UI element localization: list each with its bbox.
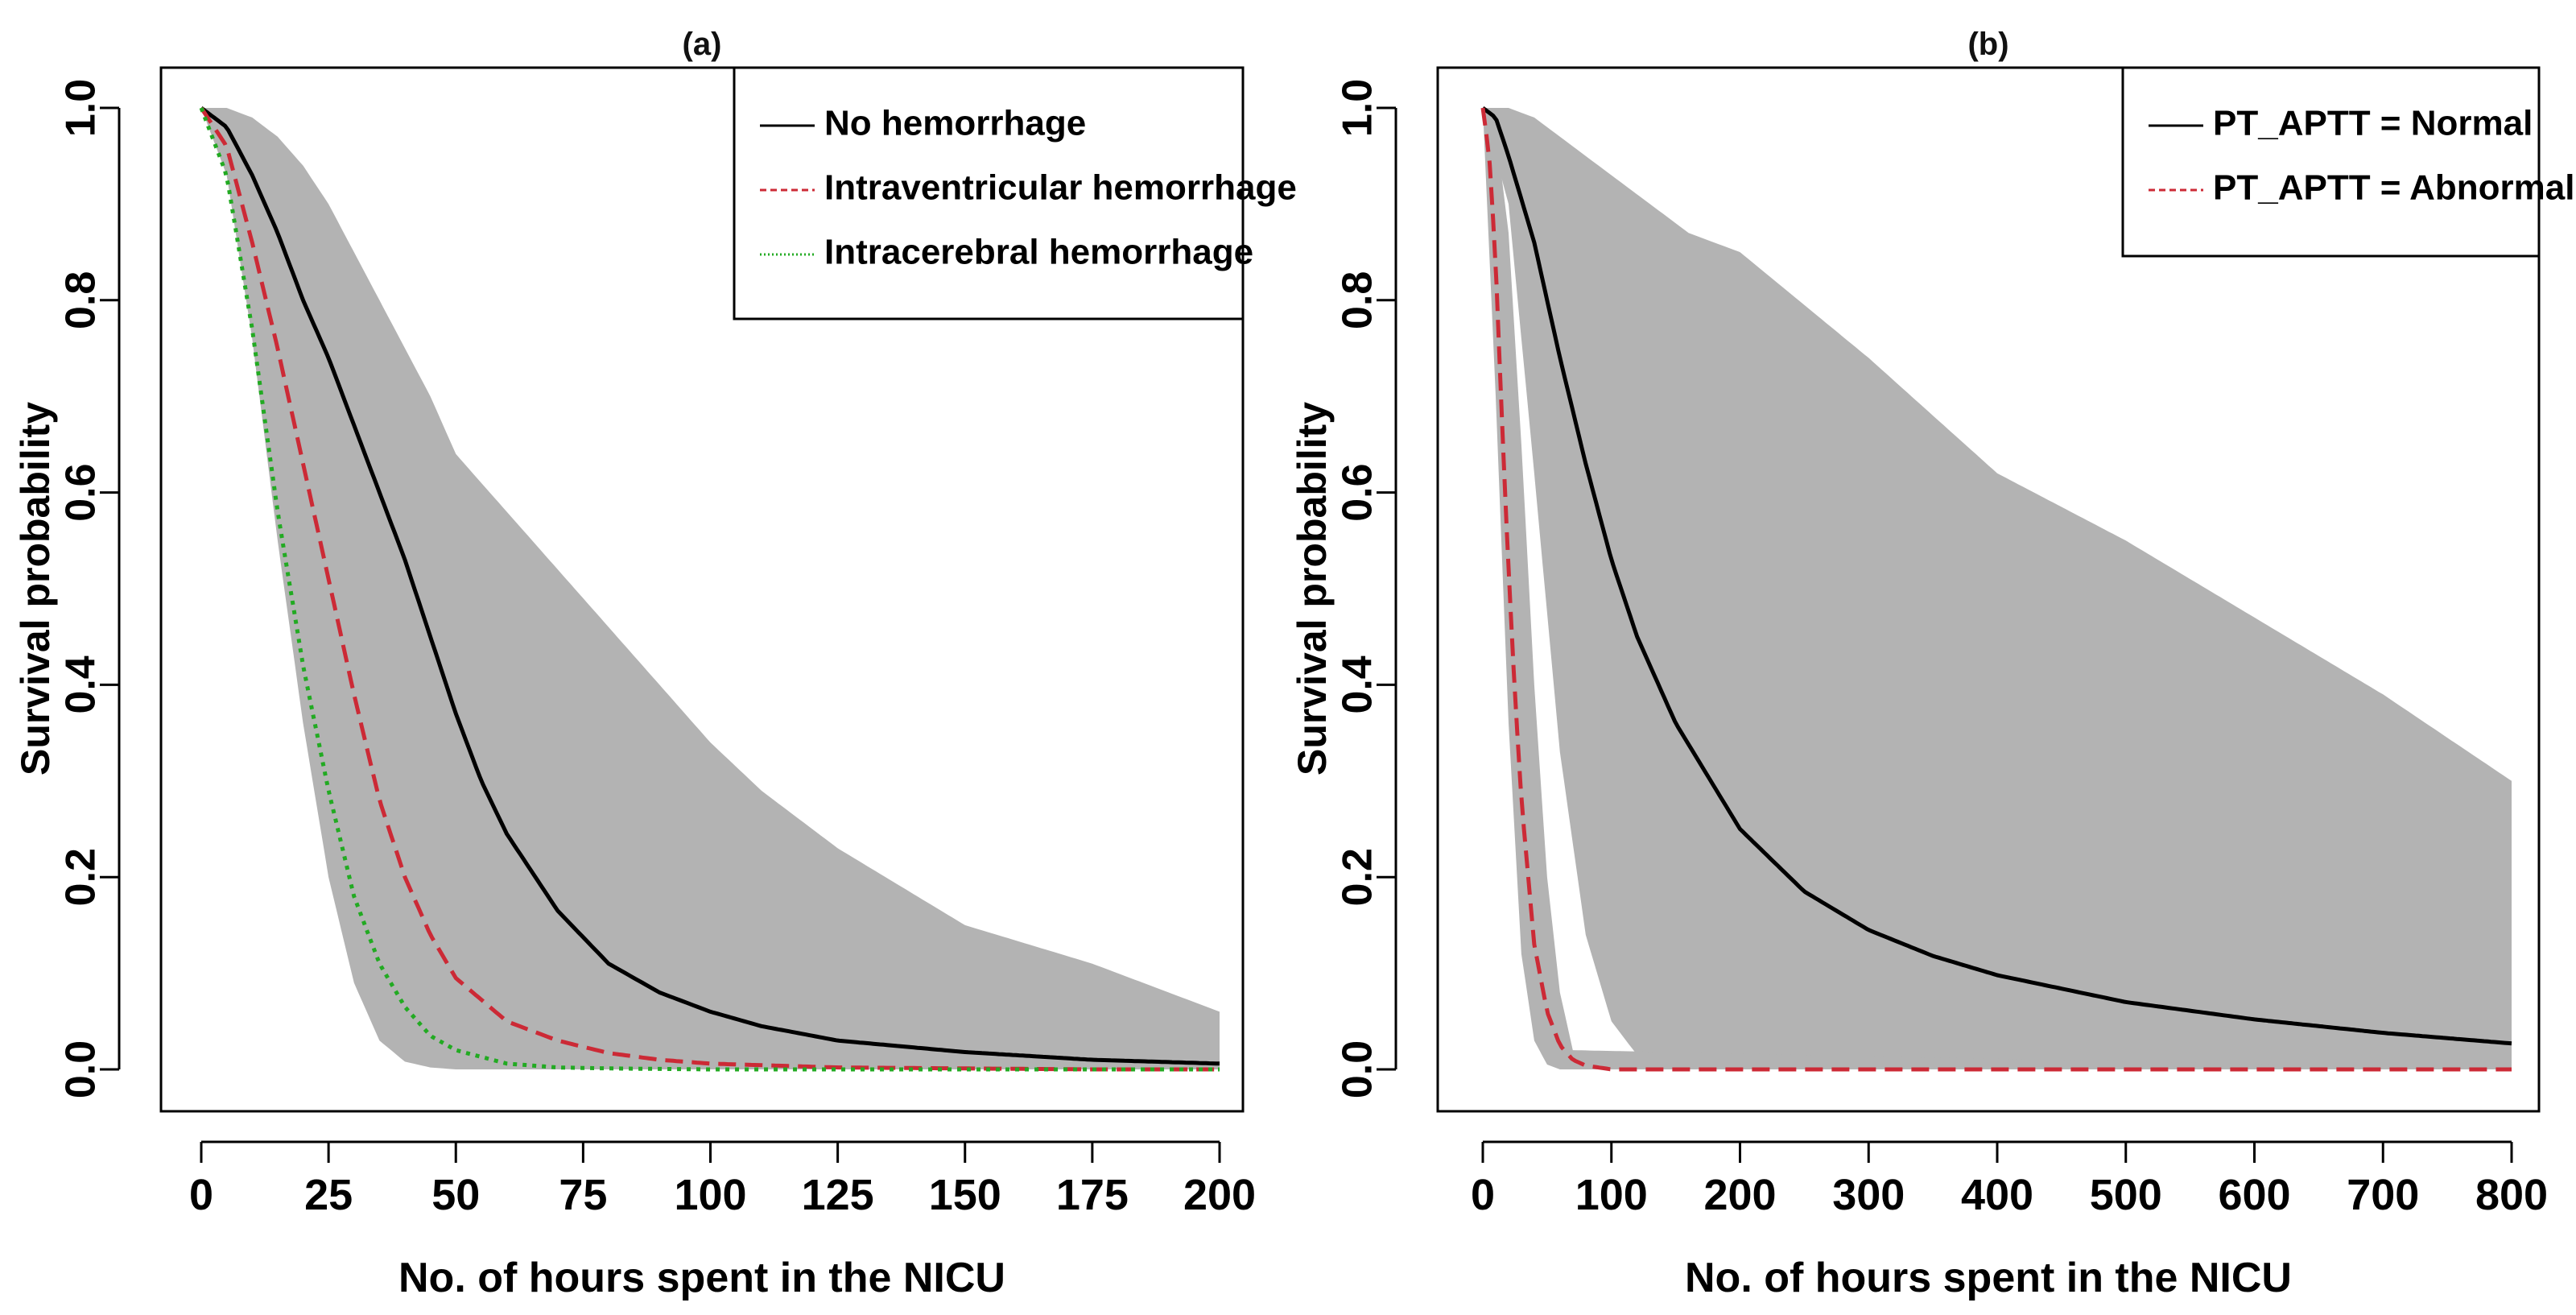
y-tick-label: 0.2	[58, 848, 105, 906]
series-line-3	[199, 107, 1220, 1072]
x-tick-label: 0	[1471, 1171, 1495, 1219]
y-tick-label: 0.0	[1335, 1040, 1381, 1098]
y-tick-label: 0.2	[1335, 848, 1381, 906]
y-axis-title: Survival probability	[13, 402, 58, 775]
x-tick-label: 100	[674, 1171, 746, 1219]
chart-panel-a: (a) 0 25 50 75 100 125 150 175 200 No. of hours sp…	[13, 27, 1297, 1301]
chart-panel-b: (b) 0 100 200 300 400 500 600 700 800 No. of hours…	[1290, 27, 2574, 1301]
y-tick-label: 0.4	[1335, 655, 1381, 713]
x-tick-label: 125	[802, 1171, 874, 1219]
legend-label: No hemorrhage	[824, 104, 1086, 143]
plot-frame	[159, 66, 1245, 1113]
legend-box	[2121, 66, 2541, 258]
x-tick-label: 50	[431, 1171, 480, 1219]
series-line-2	[1480, 107, 2512, 1072]
y-tick-label: 0.0	[58, 1040, 105, 1098]
legend-box	[733, 66, 1245, 320]
y-tick-label: 0.4	[58, 655, 105, 713]
x-axis-title: No. of hours spent in the NICU	[1685, 1255, 2292, 1301]
y-tick-label: 0.8	[58, 271, 105, 329]
legend-label: PT_APTT = Normal	[2213, 104, 2533, 143]
y-tick-label: 1.0	[58, 79, 105, 137]
x-tick-label: 150	[929, 1171, 1001, 1219]
x-tick-label: 100	[1575, 1171, 1648, 1219]
y-tick-label: 0.6	[58, 463, 105, 521]
x-axis-title: No. of hours spent in the NICU	[398, 1255, 1005, 1301]
x-tick-label: 500	[2090, 1171, 2162, 1219]
x-tick-label: 25	[304, 1171, 353, 1219]
x-tick-label: 400	[1961, 1171, 2033, 1219]
x-tick-label: 600	[2218, 1171, 2290, 1219]
legend: No hemorrhage Intraventricular hemorrhage…	[733, 66, 1297, 320]
series-line-1	[1481, 105, 2512, 1046]
panel-title: (a)	[683, 27, 722, 62]
panel-title: (b)	[1967, 27, 2008, 62]
x-tick-label: 800	[2475, 1171, 2548, 1219]
y-tick-label: 0.8	[1335, 271, 1381, 329]
legend: PT_APTT = Normal PT_APTT = Abnormal	[2121, 66, 2574, 258]
x-tick-label: 0	[189, 1171, 213, 1219]
plot-frame	[1436, 66, 2541, 1113]
x-tick-label: 175	[1056, 1171, 1129, 1219]
series-line-1	[200, 106, 1220, 1066]
y-tick-label: 0.6	[1335, 463, 1381, 521]
legend-label: Intraventricular hemorrhage	[824, 168, 1297, 208]
legend-label: Intracerebral hemorrhage	[824, 233, 1253, 272]
y-tick-label: 1.0	[1335, 79, 1381, 137]
x-tick-label: 700	[2347, 1171, 2419, 1219]
x-tick-label: 75	[559, 1171, 607, 1219]
legend-label: PT_APTT = Abnormal	[2213, 168, 2574, 208]
series-line-2	[199, 106, 1220, 1072]
confidence-band-1	[201, 108, 1220, 1069]
x-tick-label: 200	[1703, 1171, 1776, 1219]
x-tick-label: 200	[1183, 1171, 1256, 1219]
y-axis-title: Survival probability	[1290, 402, 1335, 775]
x-tick-label: 300	[1832, 1171, 1905, 1219]
